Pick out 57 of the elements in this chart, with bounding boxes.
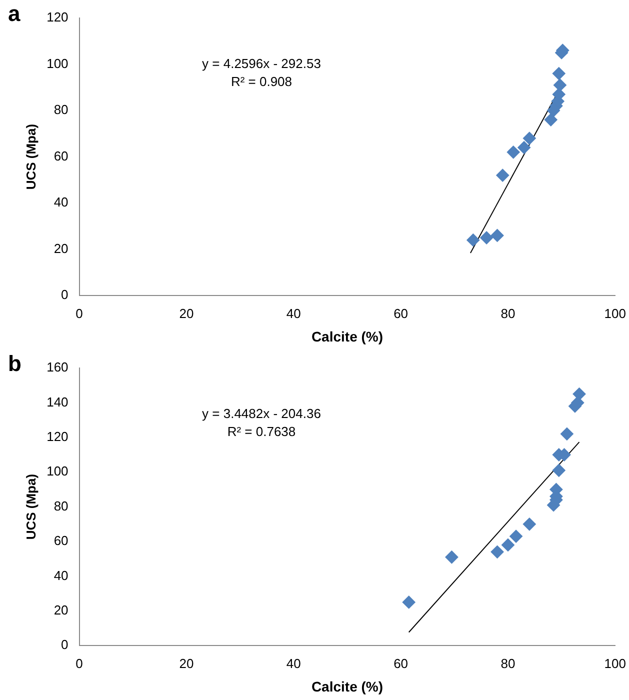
annotation: y = 3.4482x - 204.36 <box>202 406 321 422</box>
point <box>522 518 536 531</box>
y-tick-label: 40 <box>54 568 68 583</box>
point <box>552 464 566 477</box>
x-tick-label: 20 <box>179 306 194 321</box>
point <box>501 538 514 552</box>
y-tick-label: 40 <box>54 194 68 210</box>
y-tick-label: 80 <box>54 102 68 118</box>
point <box>466 234 480 247</box>
x-tick-label: 60 <box>394 656 408 671</box>
point <box>553 78 566 92</box>
point <box>518 141 531 154</box>
annotation: R² = 0.908 <box>230 74 292 90</box>
point <box>480 231 494 244</box>
point <box>572 388 586 401</box>
point <box>544 113 558 126</box>
point <box>496 168 510 182</box>
point <box>490 545 504 558</box>
chart-title: a <box>8 1 21 26</box>
annotation: R² = 0.7638 <box>227 424 296 440</box>
y-tick-label: 60 <box>54 533 68 548</box>
x-axis-title: Calcite (%) <box>311 678 384 694</box>
y-tick-label: 20 <box>54 602 68 618</box>
y-tick-label: 100 <box>46 464 68 479</box>
y-tick-label: 140 <box>46 394 68 410</box>
y-tick-label: 20 <box>54 240 68 256</box>
point <box>490 228 504 242</box>
chart-title: b <box>8 351 22 376</box>
y-tick-label: 120 <box>46 10 68 25</box>
point <box>506 146 520 159</box>
point <box>522 132 536 145</box>
point <box>552 67 566 80</box>
y-tick-label: 160 <box>46 360 68 375</box>
point <box>510 530 523 543</box>
y-axis-title: UCS (Mpa) <box>23 474 38 540</box>
x-tick-label: 100 <box>604 656 626 671</box>
x-tick-label: 40 <box>286 306 301 321</box>
y-tick-label: 0 <box>61 637 68 652</box>
annotation: y = 4.2596x - 292.53 <box>202 56 321 72</box>
y-tick-label: 0 <box>61 287 68 302</box>
x-tick-label: 100 <box>604 306 626 321</box>
x-tick-label: 0 <box>76 656 83 671</box>
x-tick-label: 80 <box>500 306 516 321</box>
point <box>402 596 416 609</box>
x-tick-label: 0 <box>76 306 83 321</box>
y-tick-label: 60 <box>54 148 68 164</box>
x-axis-title: Calcite (%) <box>311 328 384 344</box>
y-axis-title: UCS (Mpa) <box>23 124 38 190</box>
x-tick-label: 60 <box>394 306 408 321</box>
point <box>445 550 458 564</box>
point <box>560 427 574 440</box>
x-tick-label: 40 <box>286 656 301 671</box>
y-tick-label: 80 <box>54 498 68 514</box>
y-tick-label: 100 <box>46 56 68 71</box>
x-tick-label: 20 <box>179 656 194 671</box>
y-tick-label: 120 <box>46 428 68 444</box>
x-tick-label: 80 <box>500 656 516 671</box>
